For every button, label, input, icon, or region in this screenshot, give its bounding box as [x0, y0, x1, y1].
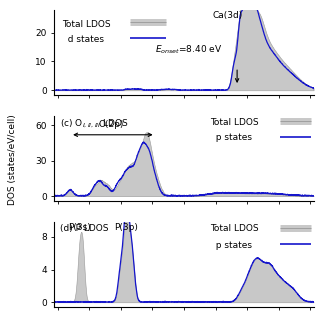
Text: DOS (states/eV/cell): DOS (states/eV/cell) [8, 115, 17, 205]
Text: p states: p states [210, 241, 252, 250]
Text: P(3s): P(3s) [68, 223, 91, 232]
Text: d states: d states [62, 35, 104, 44]
Text: p states: p states [210, 133, 252, 142]
Text: O(2p): O(2p) [99, 120, 124, 129]
Text: Total LDOS: Total LDOS [210, 117, 259, 127]
Text: (c) O$_{I,II,III}$ LDOS: (c) O$_{I,II,III}$ LDOS [60, 117, 129, 130]
Text: (d) P LDOS: (d) P LDOS [60, 224, 108, 233]
Text: $E_{onset}$=8.40 eV: $E_{onset}$=8.40 eV [156, 44, 223, 56]
Text: Total LDOS: Total LDOS [62, 20, 111, 29]
Text: Total LDOS: Total LDOS [210, 224, 259, 233]
Text: P(3p): P(3p) [114, 223, 138, 232]
Text: Ca(3d): Ca(3d) [213, 11, 243, 20]
